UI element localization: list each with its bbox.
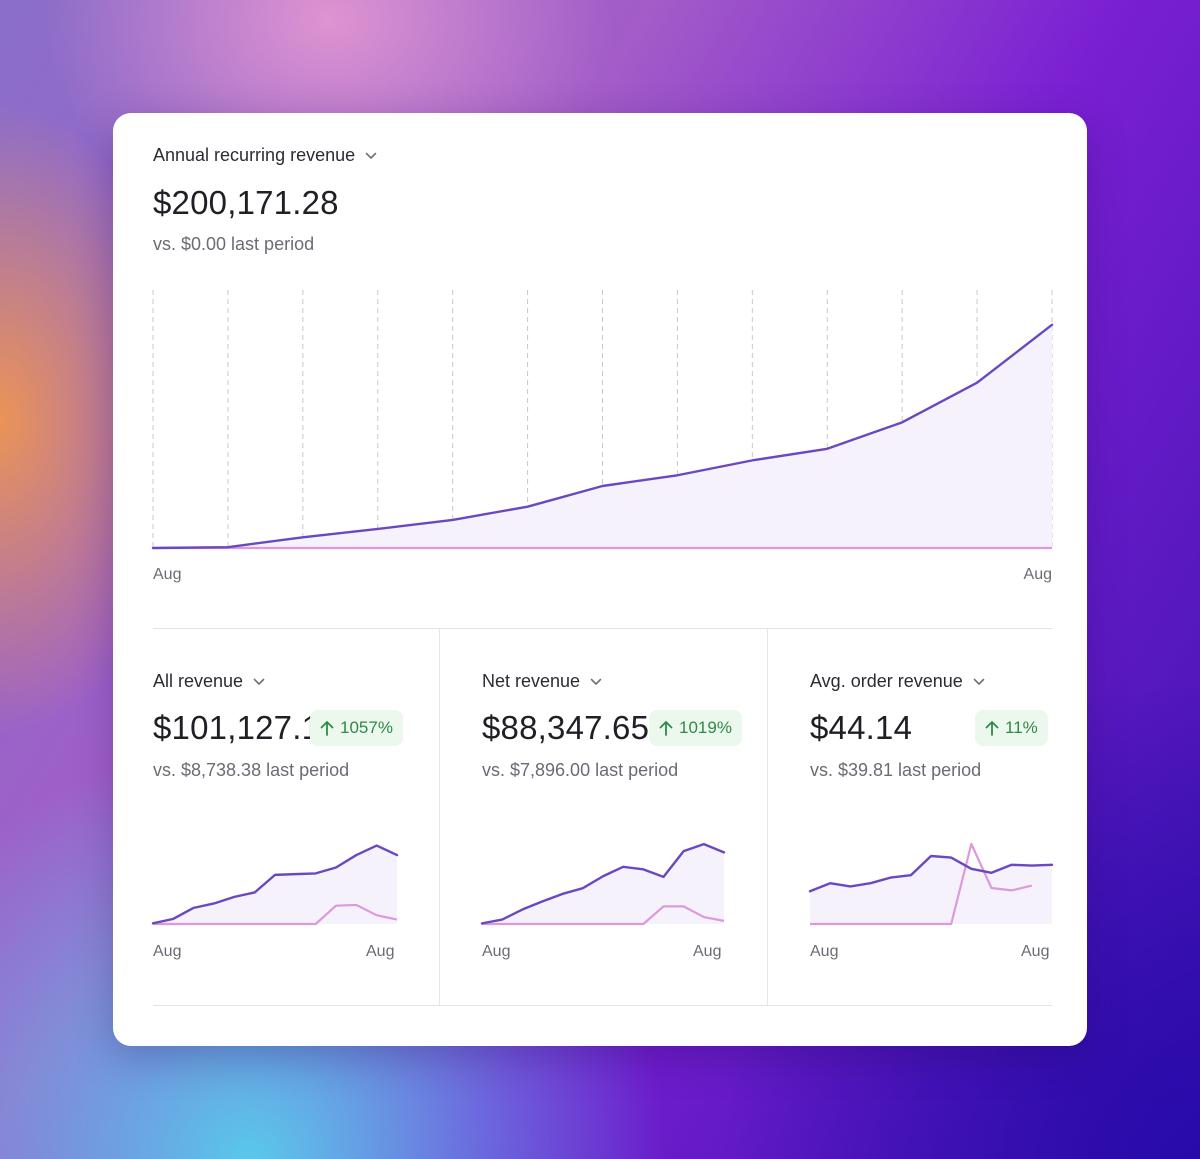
net-revenue-title: Net revenue xyxy=(482,671,581,691)
arr-metric-dropdown[interactable]: Annual recurring revenue xyxy=(153,145,377,166)
net-revenue-previous-line xyxy=(482,905,725,926)
divider-top xyxy=(153,628,1052,629)
avg-order-revenue-current-line xyxy=(808,854,1054,893)
all-revenue-value: $101,127.11 xyxy=(153,709,337,746)
divider-bottom xyxy=(153,1005,1052,1006)
avg-order-revenue-dropdown[interactable]: Avg. order revenue xyxy=(810,671,985,692)
revenue-card: Annual recurring revenue $200,171.28 vs.… xyxy=(113,113,1087,1046)
arr-chart xyxy=(151,290,1054,550)
arr-title: Annual recurring revenue xyxy=(153,145,356,165)
arrow-up-icon xyxy=(320,721,334,736)
arrow-up-icon xyxy=(659,721,673,736)
net-revenue-x-start-label: Aug xyxy=(482,943,511,960)
chevron-down-icon xyxy=(590,678,602,685)
all-revenue-change-badge: 1057% xyxy=(310,710,403,746)
avg-order-revenue-value: $44.14 xyxy=(810,709,913,746)
all-revenue-x-end-label: Aug xyxy=(366,943,395,960)
all-revenue-change: 1057% xyxy=(340,718,393,737)
net-revenue-current-area xyxy=(482,844,724,924)
arr-value: $200,171.28 xyxy=(153,184,339,221)
net-revenue-value: $88,347.65 xyxy=(482,709,650,746)
arr-compare: vs. $0.00 last period xyxy=(153,234,315,254)
net-revenue-change-badge: 1019% xyxy=(649,710,742,746)
net-revenue-x-end-label: Aug xyxy=(693,943,722,960)
net-revenue-compare: vs. $7,896.00 last period xyxy=(482,760,679,780)
chevron-down-icon xyxy=(253,678,265,685)
chevron-down-icon xyxy=(973,678,985,685)
avg-order-revenue-sparkline xyxy=(808,842,1054,926)
all-revenue-current-line xyxy=(151,844,399,925)
all-revenue-sparkline xyxy=(151,844,399,926)
net-revenue-current-line xyxy=(480,842,726,925)
all-revenue-current-area xyxy=(153,845,397,924)
divider-col-1 xyxy=(439,629,440,1006)
arr-current-area xyxy=(153,324,1052,548)
all-revenue-x-start-label: Aug xyxy=(153,943,182,960)
avg-order-revenue-title: Avg. order revenue xyxy=(810,671,963,691)
avg-order-revenue-x-end-label: Aug xyxy=(1021,943,1050,960)
avg-order-revenue-previous-line xyxy=(810,842,1033,926)
avg-order-revenue-compare: vs. $39.81 last period xyxy=(810,760,982,780)
arrow-up-icon xyxy=(985,721,999,736)
arr-current-line xyxy=(151,323,1054,550)
all-revenue-compare: vs. $8,738.38 last period xyxy=(153,760,350,780)
avg-order-revenue-change-badge: 11% xyxy=(975,710,1048,746)
avg-order-revenue-x-start-label: Aug xyxy=(810,943,839,960)
divider-col-2 xyxy=(767,629,768,1006)
all-revenue-dropdown[interactable]: All revenue xyxy=(153,671,265,692)
all-revenue-previous-line xyxy=(153,903,398,926)
chevron-down-icon xyxy=(365,152,377,159)
arr-x-end-label: Aug xyxy=(1023,566,1052,583)
net-revenue-dropdown[interactable]: Net revenue xyxy=(482,671,602,692)
avg-order-revenue-change: 11% xyxy=(1005,718,1038,737)
net-revenue-sparkline xyxy=(480,842,726,926)
arr-x-start-label: Aug xyxy=(153,566,182,583)
net-revenue-change: 1019% xyxy=(679,718,732,737)
all-revenue-title: All revenue xyxy=(153,671,244,691)
